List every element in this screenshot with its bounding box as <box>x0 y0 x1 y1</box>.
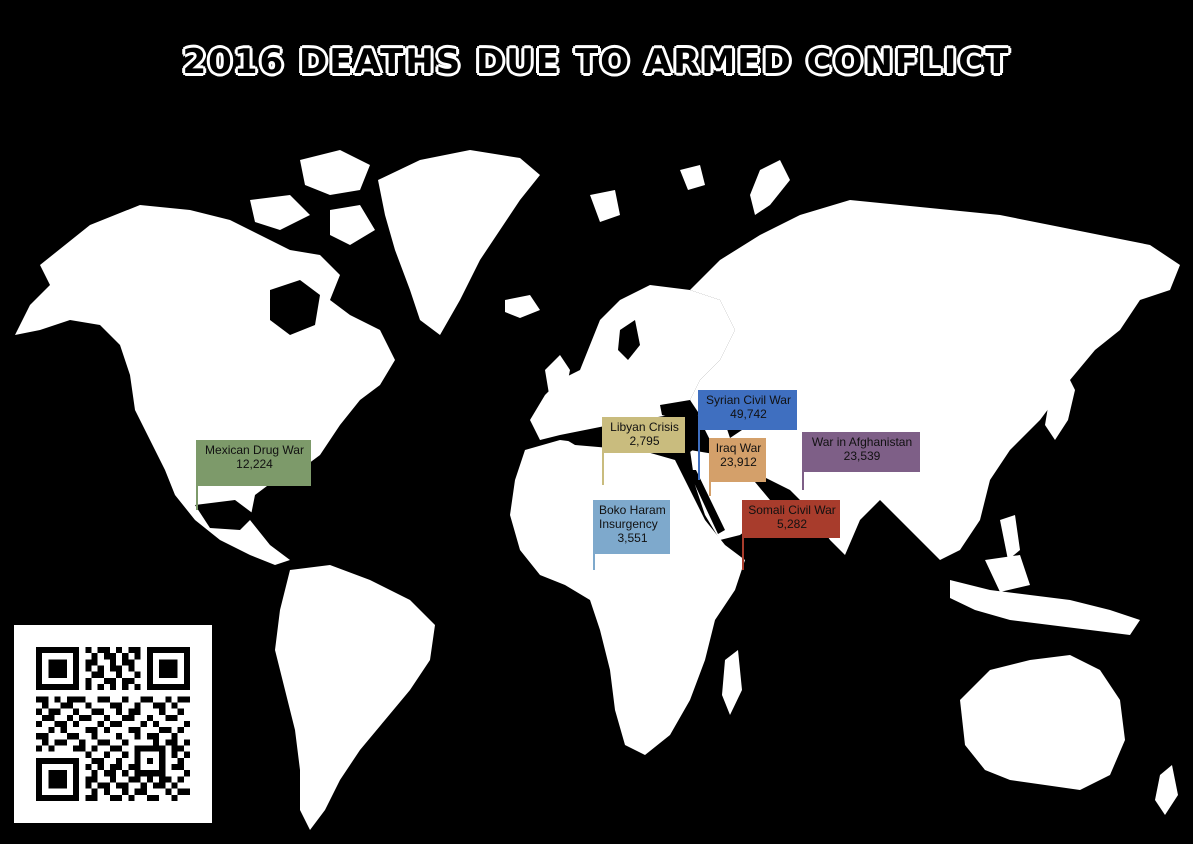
qr-code-icon <box>36 647 190 801</box>
conflict-deaths: 49,742 <box>730 407 767 421</box>
south-america-landmass <box>275 565 435 830</box>
qr-code[interactable] <box>14 625 212 823</box>
arctic-islands-landmass <box>250 150 375 245</box>
flag-banner: Somali Civil War 5,282 <box>744 500 840 538</box>
africa-landmass <box>510 440 745 755</box>
iceland-landmass <box>505 295 540 318</box>
conflict-name-line-1: Boko Haram <box>599 503 666 517</box>
black-sea <box>660 400 700 420</box>
new-zealand-landmass <box>1155 765 1178 815</box>
conflict-name: Syrian Civil War <box>706 393 791 407</box>
conflict-name: Somali Civil War <box>748 503 836 517</box>
flag-pole <box>802 432 804 490</box>
japan-landmass <box>1045 370 1075 440</box>
flag-banner: Syrian Civil War 49,742 <box>700 390 797 430</box>
conflict-deaths: 5,282 <box>776 517 808 531</box>
flag-pole <box>698 390 700 480</box>
conflict-deaths: 12,224 <box>236 457 273 471</box>
flag-pole <box>602 417 604 485</box>
hudson-bay <box>270 280 320 335</box>
australia-landmass <box>960 655 1125 790</box>
borneo-landmass <box>985 555 1030 592</box>
conflict-name-line-2: Insurgency <box>599 517 658 531</box>
conflict-deaths: 2,795 <box>629 434 660 448</box>
conflict-name: Libyan Crisis <box>610 420 679 434</box>
indonesia-landmass <box>950 580 1140 635</box>
flag-banner: Libyan Crisis 2,795 <box>604 417 685 453</box>
conflict-name: Mexican Drug War <box>205 443 304 457</box>
flag-pole <box>593 500 595 570</box>
conflict-name: Iraq War <box>715 441 762 455</box>
svalbard-landmass <box>590 165 705 222</box>
flag-banner: Iraq War 23,912 <box>711 438 766 482</box>
conflict-deaths: 23,539 <box>843 449 881 463</box>
conflict-deaths: 23,912 <box>720 455 757 469</box>
flag-banner: War in Afghanistan 23,539 <box>804 432 920 472</box>
conflict-name: War in Afghanistan <box>811 435 913 449</box>
uk-landmass <box>545 355 570 400</box>
flag-pole <box>709 438 711 496</box>
novaya-zemlya-landmass <box>750 160 790 215</box>
baltic-sea <box>618 320 640 360</box>
madagascar-landmass <box>722 650 742 715</box>
flag-pole <box>196 440 198 510</box>
red-sea <box>688 470 725 534</box>
flag-banner: Boko Haram Insurgency 3,551 <box>595 500 670 554</box>
flag-banner: Mexican Drug War 12,224 <box>198 440 311 486</box>
greenland-landmass <box>378 150 540 335</box>
flag-pole <box>742 500 744 570</box>
philippines-landmass <box>1000 515 1020 560</box>
gulf-of-mexico <box>195 500 255 530</box>
page-title: 2016 DEATHS DUE TO ARMED CONFLICT <box>182 42 1011 82</box>
conflict-deaths: 3,551 <box>617 531 648 545</box>
